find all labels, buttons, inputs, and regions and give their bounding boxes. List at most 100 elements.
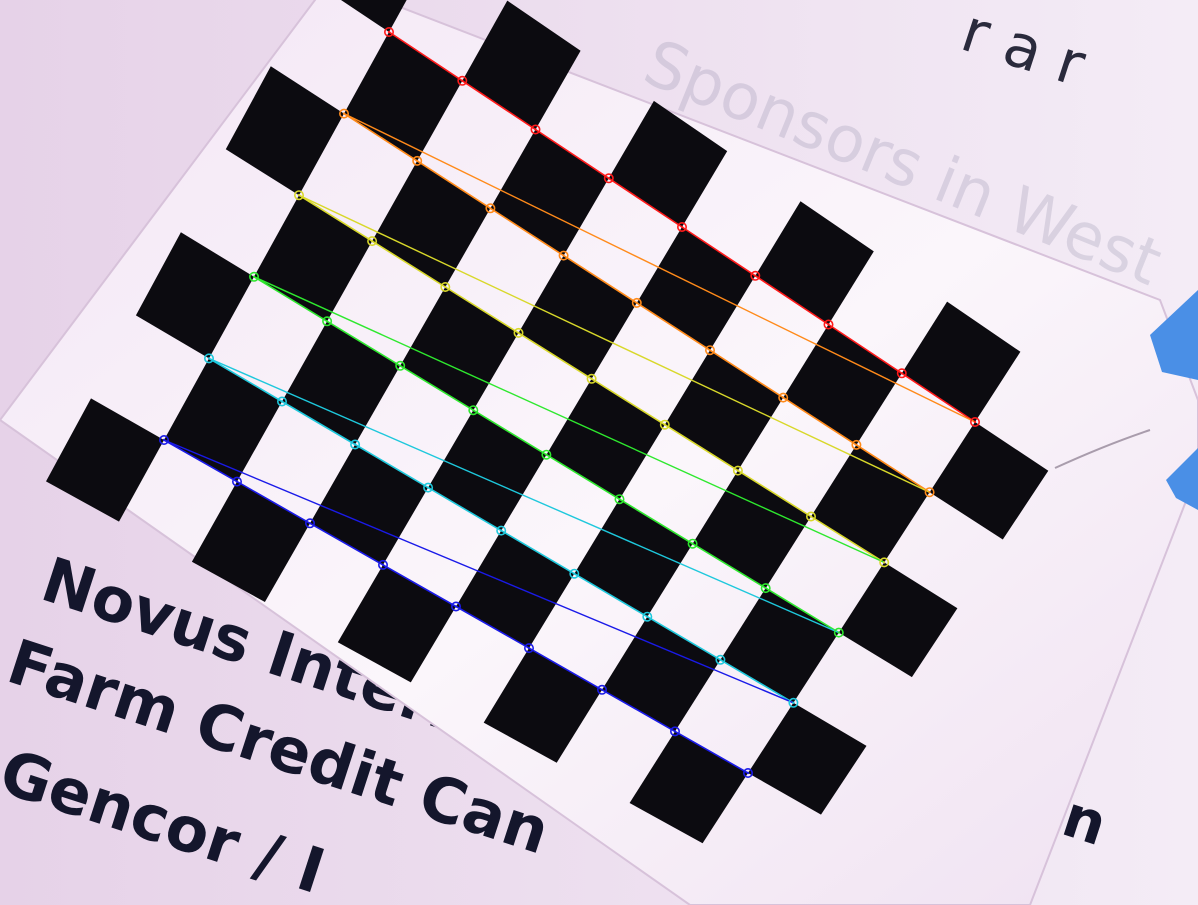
corner-marker-center — [534, 128, 537, 131]
corner-marker — [440, 281, 451, 292]
corner-marker — [513, 327, 524, 338]
corner-marker-center — [489, 207, 492, 210]
corner-marker — [304, 518, 315, 529]
checker-square — [490, 129, 609, 256]
corner-row-connector — [163, 439, 794, 704]
corner-marker — [631, 297, 642, 308]
checker-square — [46, 398, 164, 522]
blue-tape-lower — [1166, 448, 1198, 510]
corner-marker-center — [837, 631, 840, 634]
checker-square — [929, 422, 1049, 540]
corner-marker-center — [607, 177, 610, 180]
corner-marker — [851, 439, 862, 450]
checker-square — [664, 350, 784, 471]
corner-marker — [805, 511, 816, 522]
corner-marker — [496, 525, 507, 536]
corner-marker-center — [792, 701, 795, 704]
corner-marker — [450, 601, 461, 612]
detected-corner-points — [159, 26, 980, 778]
corner-marker — [293, 190, 304, 201]
corner-marker-center — [454, 605, 458, 608]
corner-marker-center — [827, 323, 830, 326]
corner-marker — [596, 684, 607, 695]
corner-marker-center — [973, 420, 977, 424]
corner-marker-center — [900, 372, 903, 375]
corner-marker-center — [500, 529, 503, 532]
corner-marker — [614, 494, 625, 505]
corner-marker-center — [754, 274, 757, 277]
checker-square — [636, 227, 756, 351]
corner-marker — [249, 271, 260, 282]
checker-square — [310, 444, 429, 565]
corner-marker-center — [444, 285, 447, 289]
checker-square — [462, 0, 581, 130]
corner-marker-center — [342, 112, 346, 115]
corner-marker-center — [680, 225, 684, 229]
corner-marker — [833, 627, 844, 638]
corner-marker-center — [635, 301, 638, 305]
corner-marker — [367, 236, 378, 247]
checker-square — [811, 444, 930, 563]
checker-square — [282, 321, 401, 445]
corner-marker-center — [280, 400, 284, 403]
corner-marker — [823, 319, 834, 330]
checker-square — [164, 358, 282, 482]
corner-marker-center — [297, 194, 301, 197]
corner-marker — [659, 419, 670, 430]
corner-marker — [468, 405, 479, 416]
blue-tape-upper — [1150, 290, 1198, 380]
corner-marker-center — [663, 423, 666, 426]
corner-marker-center — [883, 561, 886, 564]
corner-marker — [642, 611, 653, 622]
checker-square — [456, 530, 575, 649]
corner-marker — [350, 439, 361, 450]
corner-marker — [586, 373, 597, 384]
corner-marker-center — [517, 331, 520, 335]
corner-marker — [603, 173, 614, 184]
corner-marker-center — [252, 275, 256, 278]
corner-marker-center — [928, 491, 931, 494]
corner-row-connector — [208, 357, 840, 634]
corner-marker-center — [426, 486, 430, 489]
corner-marker — [530, 124, 541, 135]
corner-marker — [485, 203, 496, 214]
corner-marker-center — [545, 453, 548, 456]
checker-square — [225, 66, 344, 196]
corner-marker-center — [618, 498, 621, 501]
corner-marker — [395, 360, 406, 371]
corner-marker-center — [782, 396, 785, 399]
corner-marker — [377, 559, 388, 570]
checker-square — [483, 648, 602, 763]
corner-marker-center — [325, 320, 329, 323]
corner-marker-center — [600, 688, 604, 691]
corner-marker — [732, 465, 743, 476]
corner-marker-center — [809, 515, 813, 518]
corner-marker-center — [764, 586, 767, 590]
pencil-mark — [1054, 429, 1151, 469]
corner-marker-center — [472, 409, 475, 412]
corner-marker — [778, 392, 789, 403]
checker-square — [748, 702, 867, 815]
checker-square — [692, 470, 811, 589]
corner-marker-center — [387, 30, 391, 34]
corner-marker — [569, 568, 580, 579]
corner-marker — [704, 345, 715, 356]
corner-marker — [523, 643, 534, 654]
checker-square — [901, 301, 1021, 422]
corner-marker-center — [381, 563, 385, 567]
corner-marker-center — [573, 572, 576, 575]
checker-square — [340, 0, 407, 32]
checker-square — [608, 100, 728, 227]
corner-marker — [715, 654, 726, 665]
corner-marker — [969, 416, 980, 427]
corner-marker — [924, 487, 935, 498]
corner-marker-center — [708, 349, 712, 352]
checker-square — [602, 616, 721, 732]
corner-marker — [204, 353, 215, 364]
corner-marker-center — [855, 443, 858, 447]
corner-marker — [750, 270, 761, 281]
checker-square — [400, 287, 519, 411]
corner-marker — [423, 482, 434, 493]
corner-marker-center — [308, 522, 312, 525]
checker-square — [783, 324, 902, 445]
